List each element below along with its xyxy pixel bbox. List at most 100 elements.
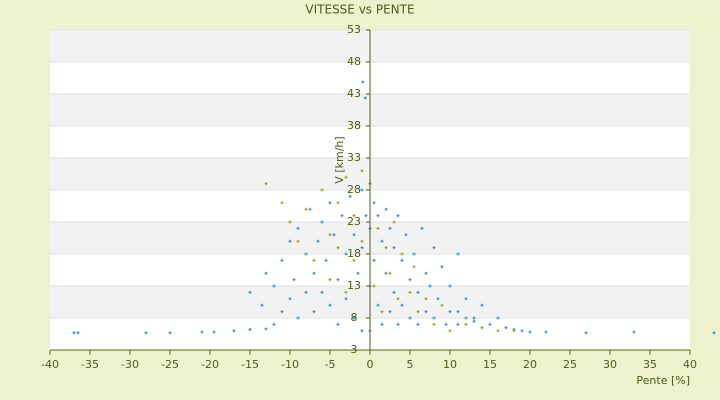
y-tick-label: 53	[347, 23, 361, 36]
point	[212, 330, 216, 334]
point	[288, 297, 292, 301]
point	[400, 303, 404, 307]
point	[264, 271, 268, 275]
point	[360, 169, 364, 173]
point	[432, 246, 436, 250]
point	[584, 331, 588, 335]
point	[328, 303, 332, 307]
point	[632, 330, 636, 334]
point	[448, 310, 452, 314]
point	[392, 220, 396, 224]
point	[364, 214, 368, 218]
point	[472, 319, 476, 323]
point	[344, 290, 348, 294]
point	[296, 239, 300, 243]
point	[432, 316, 436, 320]
point	[380, 239, 384, 243]
y-tick-label: 33	[347, 151, 361, 164]
point	[168, 331, 172, 335]
x-axis-title: Pente [%]	[636, 374, 690, 387]
y-tick-label: 13	[347, 279, 361, 292]
point	[480, 303, 484, 307]
point	[496, 316, 500, 320]
point	[360, 188, 364, 192]
point	[360, 329, 364, 333]
point	[380, 310, 384, 314]
y-tick-label: 18	[347, 247, 361, 260]
point	[464, 322, 468, 326]
point	[288, 239, 292, 243]
point	[400, 258, 404, 262]
point	[336, 278, 340, 282]
point	[272, 284, 276, 288]
point	[420, 226, 424, 230]
point	[456, 322, 460, 326]
x-tick-label: -40	[41, 358, 59, 371]
point	[384, 207, 388, 211]
y-tick-label: 28	[347, 183, 361, 196]
point	[440, 303, 444, 307]
point	[308, 207, 312, 211]
point	[312, 271, 316, 275]
point	[340, 214, 344, 218]
point	[448, 284, 452, 288]
x-tick-label: 15	[483, 358, 497, 371]
point	[352, 316, 356, 320]
point	[376, 214, 380, 218]
point	[404, 233, 408, 237]
point	[464, 316, 468, 320]
x-tick-label: 40	[683, 358, 697, 371]
point	[260, 303, 264, 307]
point	[380, 322, 384, 326]
x-tick-label: 25	[563, 358, 577, 371]
point	[512, 329, 516, 333]
point	[288, 220, 292, 224]
point	[412, 265, 416, 269]
x-tick-label: -25	[161, 358, 179, 371]
point	[304, 207, 308, 211]
y-tick-label: 3	[351, 343, 358, 356]
x-tick-label: 0	[367, 358, 374, 371]
point	[472, 316, 476, 320]
point	[424, 310, 428, 314]
point	[272, 322, 276, 326]
point	[416, 290, 420, 294]
y-tick-label: 23	[347, 215, 361, 228]
point	[384, 246, 388, 250]
x-tick-label: 35	[643, 358, 657, 371]
point	[316, 239, 320, 243]
point	[456, 252, 460, 256]
y-axis-title: V [km/h]	[333, 136, 346, 183]
point	[144, 331, 148, 335]
point	[312, 258, 316, 262]
point	[712, 331, 716, 335]
point	[428, 284, 432, 288]
point	[496, 329, 500, 333]
point	[544, 330, 548, 334]
point	[248, 328, 252, 332]
point	[488, 322, 492, 326]
point	[436, 297, 440, 301]
point	[416, 310, 420, 314]
point	[320, 188, 324, 192]
point	[408, 290, 412, 294]
point	[360, 239, 364, 243]
point	[408, 278, 412, 282]
point	[376, 226, 380, 230]
point	[336, 322, 340, 326]
point	[361, 80, 365, 84]
x-tick-label: -30	[121, 358, 139, 371]
point	[372, 258, 376, 262]
point	[348, 194, 352, 198]
point	[76, 331, 80, 335]
point	[396, 297, 400, 301]
point	[376, 303, 380, 307]
point	[280, 310, 284, 314]
point	[344, 297, 348, 301]
point	[328, 233, 332, 237]
point	[416, 322, 420, 326]
y-tick-label: 48	[347, 55, 361, 68]
point	[388, 310, 392, 314]
point	[344, 175, 348, 179]
x-tick-label: 30	[603, 358, 617, 371]
